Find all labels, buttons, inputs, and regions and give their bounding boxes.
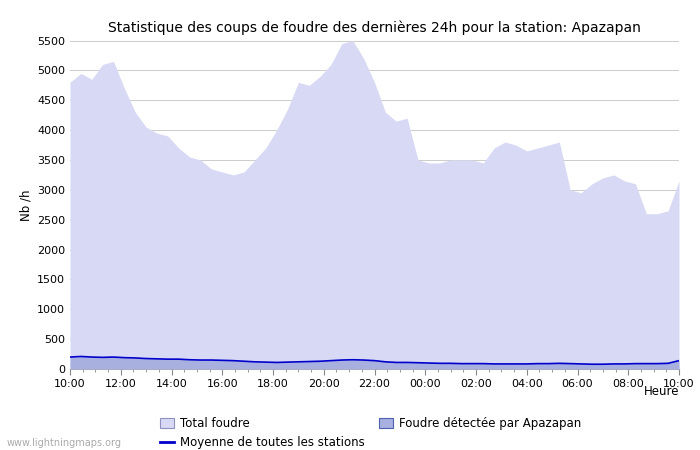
Legend: Total foudre, Moyenne de toutes les stations, Foudre détectée par Apazapan: Total foudre, Moyenne de toutes les stat… [155,413,586,450]
Text: www.lightningmaps.org: www.lightningmaps.org [7,438,122,448]
Y-axis label: Nb /h: Nb /h [20,189,33,220]
Text: Heure: Heure [643,385,679,398]
Title: Statistique des coups de foudre des dernières 24h pour la station: Apazapan: Statistique des coups de foudre des dern… [108,21,641,35]
